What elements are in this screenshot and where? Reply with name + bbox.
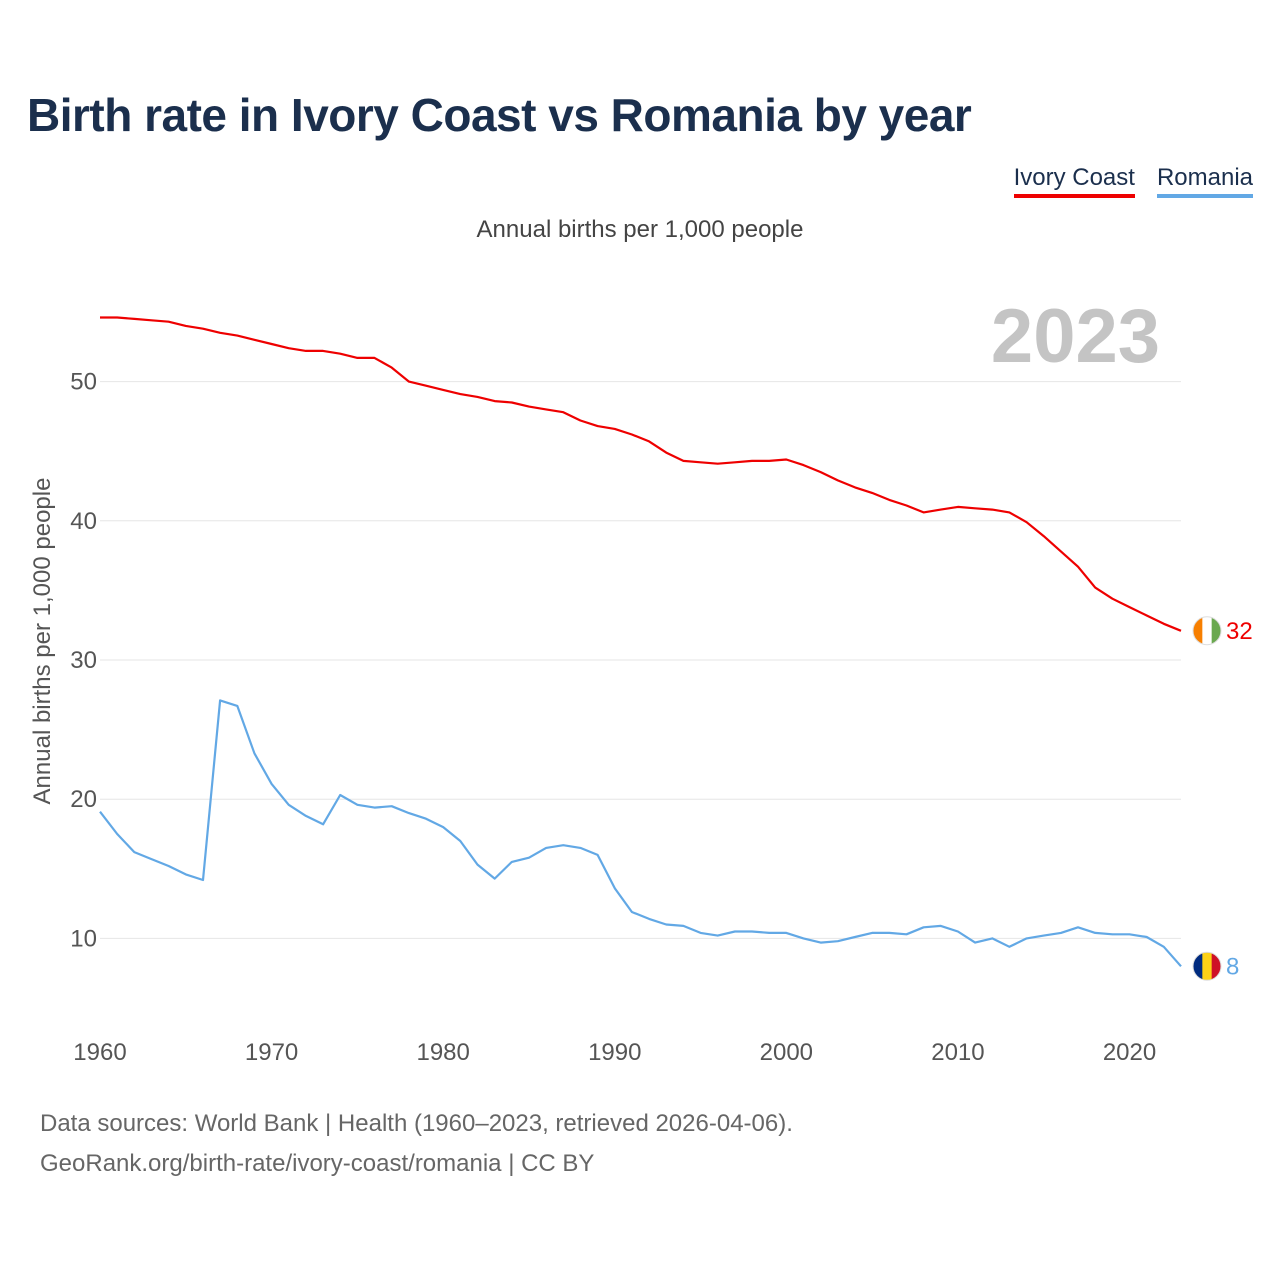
footer-attribution: GeoRank.org/birth-rate/ivory-coast/roman…: [40, 1150, 595, 1177]
x-tick-label: 1980: [416, 1039, 469, 1066]
y-axis-label: Annual births per 1,000 people: [29, 478, 56, 805]
series-group: [99, 316, 1182, 968]
x-tick-label: 1960: [73, 1039, 126, 1066]
flag-icon-romania: [1193, 952, 1221, 981]
flag-icon-ivory-coast: [1193, 616, 1221, 645]
footer-sources: Data sources: World Bank | Health (1960–…: [40, 1110, 793, 1137]
chart-subtitle: Annual births per 1,000 people: [476, 216, 804, 243]
year-label: 2023: [991, 294, 1160, 379]
x-axis-ticks: 1960 1970 1980 1990 2000 2010 2020: [73, 1039, 1156, 1066]
y-tick-label: 50: [70, 369, 97, 396]
end-markers: 32 8: [1192, 616, 1253, 981]
y-axis-ticks: 10 20 30 40 50: [70, 369, 97, 953]
series-line-ivory-coast: [100, 316, 1182, 632]
end-value-label: 8: [1226, 953, 1239, 980]
x-tick-label: 1990: [588, 1039, 641, 1066]
x-tick-label: 1970: [245, 1039, 298, 1066]
series-line-romania: [99, 699, 1182, 968]
legend: Ivory Coast Romania: [1013, 164, 1253, 198]
x-tick-label: 2000: [760, 1039, 813, 1066]
x-tick-label: 2010: [931, 1039, 984, 1066]
footer: Data sources: World Bank | Health (1960–…: [40, 1104, 793, 1184]
legend-item-ivory-coast[interactable]: Ivory Coast: [1013, 164, 1135, 198]
y-tick-label: 10: [70, 925, 97, 952]
grid-lines: [100, 381, 1181, 939]
y-tick-label: 40: [70, 508, 97, 535]
legend-item-romania[interactable]: Romania: [1156, 164, 1253, 198]
y-tick-label: 30: [70, 647, 97, 674]
x-tick-label: 2020: [1103, 1039, 1156, 1066]
y-tick-label: 20: [70, 786, 97, 813]
chart-title: Birth rate in Ivory Coast vs Romania by …: [27, 89, 972, 141]
end-value-label: 32: [1226, 618, 1253, 645]
